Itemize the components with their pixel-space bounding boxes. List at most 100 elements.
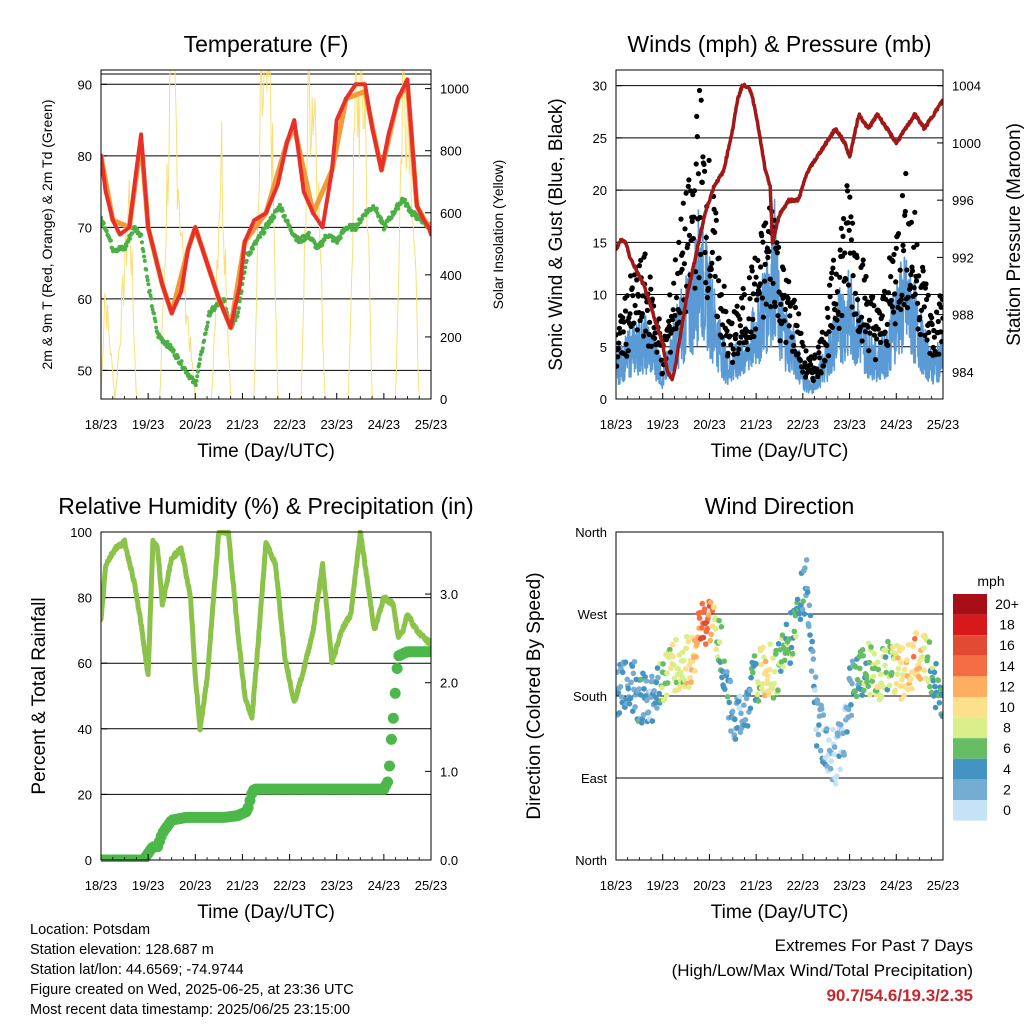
gust-point (810, 378, 816, 384)
dewpoint-point (265, 225, 270, 229)
dewpoint-point (407, 206, 412, 211)
direction-point (867, 691, 873, 698)
direction-point (783, 621, 790, 628)
gust-point (904, 267, 910, 273)
gust-point (716, 278, 722, 284)
direction-point (643, 678, 650, 684)
gust-point (812, 352, 818, 358)
direction-point (683, 633, 690, 640)
direction-point (764, 677, 771, 684)
gust-point (787, 313, 793, 319)
y-axis-label: Direction (Colored By Speed) (524, 572, 545, 819)
gust-point (750, 316, 756, 322)
series-layer (101, 530, 431, 862)
gust-point (708, 266, 714, 272)
x-tick-label: 19/23 (132, 878, 165, 893)
series-relative-humidity (101, 530, 431, 733)
direction-point (716, 639, 723, 645)
gust-point (648, 343, 654, 349)
direction-point (707, 599, 714, 606)
direction-point (816, 722, 822, 728)
direction-point (919, 654, 926, 660)
direction-point (869, 678, 875, 684)
gust-point (815, 344, 822, 350)
direction-point (892, 687, 898, 694)
direction-point (704, 625, 711, 632)
gust-point (735, 351, 741, 357)
precip-point (384, 760, 395, 772)
direction-point (722, 686, 728, 692)
gust-point (755, 257, 761, 263)
precip-point (382, 776, 394, 788)
chart-title: Temperature (F) (184, 31, 349, 57)
dewpoint-point (193, 383, 198, 388)
gust-point (747, 296, 753, 302)
gust-point (730, 359, 736, 365)
y-tick-label: 100 (70, 525, 92, 540)
direction-point (877, 671, 884, 677)
gust-point (786, 323, 792, 329)
x-tick-label: 21/23 (740, 417, 773, 432)
direction-point (933, 660, 939, 667)
direction-point (854, 676, 861, 683)
gust-point (833, 301, 839, 307)
info-created: Figure created on Wed, 2025-06-25, at 23… (30, 982, 354, 998)
direction-point (917, 676, 924, 682)
direction-point (910, 643, 916, 649)
gust-point (652, 335, 658, 341)
gust-point (865, 324, 871, 330)
direction-point (859, 692, 865, 698)
gust-point (616, 325, 623, 331)
direction-point (616, 689, 621, 696)
direction-point (806, 602, 813, 609)
direction-point (721, 658, 727, 664)
dewpoint-point (304, 236, 309, 241)
gust-point (695, 171, 702, 177)
direction-point (707, 637, 713, 644)
direction-point (686, 662, 693, 668)
x-tick-label: 23/23 (833, 417, 866, 432)
gust-point (858, 314, 865, 320)
info-latlon: Station lat/lon: 44.6569; -74.9744 (30, 962, 244, 978)
gust-point (798, 330, 804, 336)
direction-point (936, 700, 943, 706)
y-tick-label: North (575, 525, 607, 540)
gust-point (693, 161, 699, 167)
dewpoint-point (202, 338, 207, 343)
direction-point (813, 726, 819, 733)
gust-point (904, 305, 911, 311)
dewpoint-point (285, 218, 290, 223)
gust-point (638, 257, 644, 263)
direction-point (898, 659, 904, 666)
gust-point (898, 297, 904, 303)
gust-point (719, 334, 725, 340)
dewpoint-point (128, 236, 132, 241)
gust-point (805, 369, 811, 375)
direction-point (931, 669, 938, 676)
y2-axis-label: Solar Insolation (Yellow) (490, 160, 506, 310)
direction-point (670, 654, 676, 660)
dewpoint-point (396, 206, 400, 211)
dewpoint-point (108, 238, 113, 243)
gust-point (859, 338, 865, 344)
x-tick-label: 18/23 (85, 878, 118, 893)
direction-point (848, 702, 854, 708)
y-tick-label: 0 (85, 853, 92, 868)
direction-point (759, 681, 766, 687)
direction-point (813, 743, 820, 749)
gust-point (690, 235, 697, 242)
direction-point (644, 697, 650, 704)
colorbar-label: 18 (999, 617, 1015, 633)
direction-point (932, 704, 939, 711)
dewpoint-point (141, 249, 146, 254)
x-axis-label: Time (Day/UTC) (197, 902, 335, 923)
gust-point (800, 343, 806, 349)
gust-point (737, 323, 744, 329)
direction-point (713, 626, 719, 632)
dewpoint-point (251, 246, 255, 251)
direction-point (688, 679, 694, 685)
direction-point (884, 686, 891, 693)
gust-point (636, 263, 643, 269)
colorbar-swatch (953, 800, 987, 821)
gust-point (751, 281, 758, 287)
